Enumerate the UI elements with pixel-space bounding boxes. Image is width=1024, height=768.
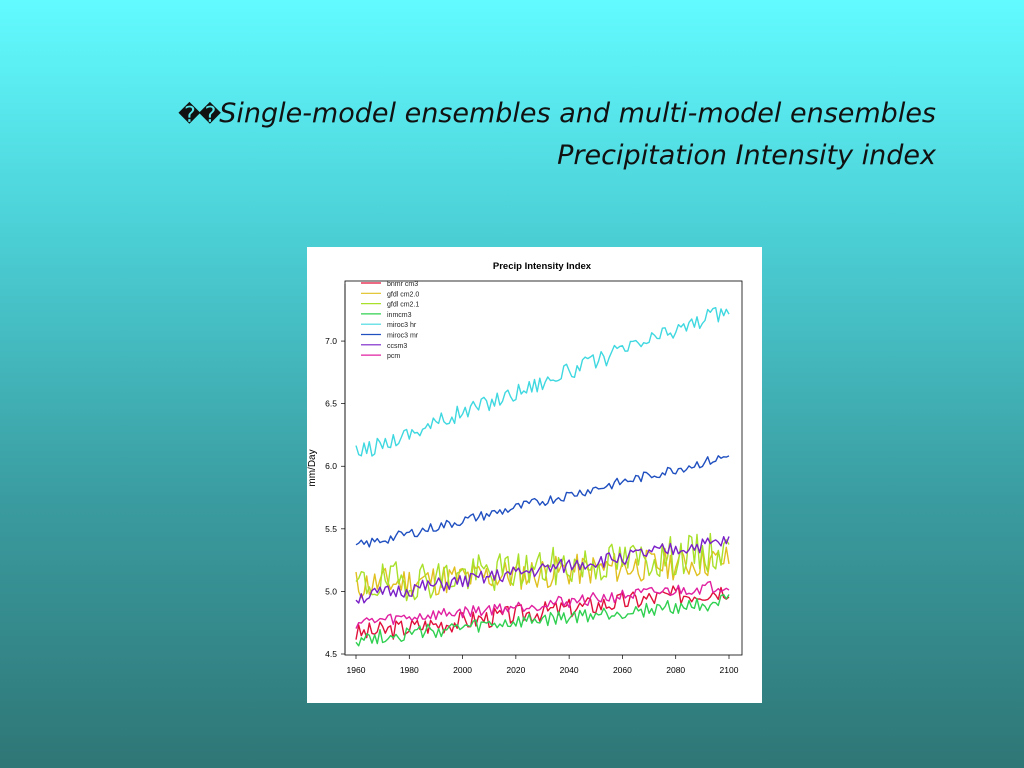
y-tick-label: 5.5 (325, 524, 337, 534)
x-tick-label: 1980 (400, 665, 419, 675)
y-tick-label: 6.5 (325, 399, 337, 409)
y-axis-label: mm/Day (307, 449, 318, 486)
slide-title: ��Single-model ensembles and multi-model… (178, 94, 936, 176)
legend-label: miroc3 hr (387, 322, 417, 329)
x-tick-label: 2100 (720, 665, 739, 675)
x-axis: 1960 1980 2000 2020 2040 2060 2080 2100 (347, 655, 739, 675)
x-tick-label: 1960 (347, 665, 366, 675)
title-glyph: �� (178, 103, 221, 128)
legend-label: bnmr cm3 (387, 281, 418, 288)
title-line-1-text: Single-model ensembles and multi-model e… (219, 98, 936, 129)
x-tick-label: 2000 (453, 665, 472, 675)
precip-intensity-chart: Precip Intensity Index mm/Day 4.5 5.0 5.5 6… (307, 261, 743, 675)
series-line-4 (355, 307, 730, 457)
legend-label: ccsm3 (387, 343, 407, 350)
y-tick-label: 7.0 (325, 336, 337, 346)
title-line-1: ��Single-model ensembles and multi-model… (178, 94, 936, 136)
chart-panel: Precip Intensity Index mm/Day 4.5 5.0 5.5 6… (307, 247, 762, 703)
x-tick-label: 2060 (613, 665, 632, 675)
x-tick-label: 2020 (506, 665, 525, 675)
x-tick-label: 2080 (666, 665, 685, 675)
legend-label: miroc3 mr (387, 333, 419, 340)
series-line-3 (355, 594, 730, 647)
series-line-0 (355, 585, 730, 640)
legend-label: gfdl cm2.1 (387, 302, 419, 309)
series-lines (355, 307, 730, 647)
chart-title: Precip Intensity Index (493, 261, 592, 272)
legend-label: inmcm3 (387, 312, 412, 319)
title-line-2: Precipitation Intensity index (557, 140, 936, 171)
y-axis: 4.5 5.0 5.5 6.0 6.5 7.0 (325, 284, 346, 659)
y-tick-label: 4.5 (325, 649, 337, 659)
series-line-6 (355, 536, 730, 604)
series-line-2 (355, 532, 730, 602)
series-line-5 (355, 455, 730, 548)
y-tick-label: 5.0 (325, 586, 337, 596)
x-tick-label: 2040 (560, 665, 579, 675)
series-line-7 (355, 580, 730, 629)
legend-label: pcm (387, 353, 400, 360)
y-tick-label: 6.0 (325, 461, 337, 471)
legend: bnmr cm3 gfdl cm2.0 gfdl cm2.1 inmcm3 miroc3… (361, 281, 419, 360)
legend-label: gfdl cm2.0 (387, 291, 419, 298)
